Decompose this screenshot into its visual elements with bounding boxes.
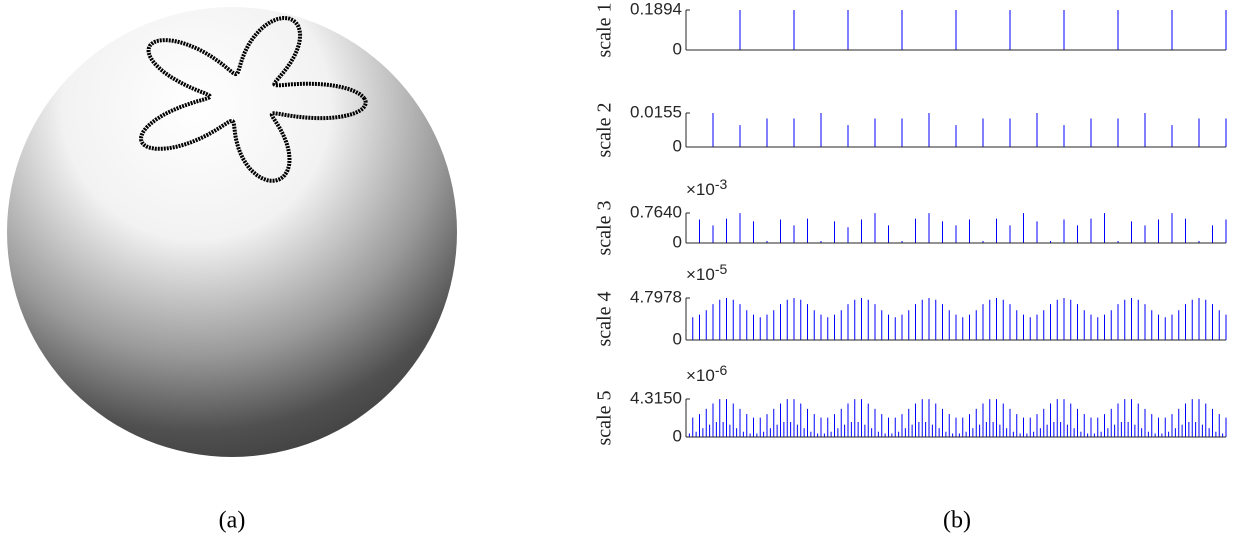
y-tick-label: 0 (673, 232, 682, 251)
y-axis-label: scale 3 (594, 201, 616, 256)
y-tick-label: 4.7978 (630, 287, 682, 306)
sphere (7, 7, 457, 457)
y-axis-label: scale 2 (594, 103, 616, 158)
caption-b: (b) (943, 508, 971, 534)
y-tick-label: 0 (673, 426, 682, 445)
y-axis-label: scale 5 (594, 391, 616, 446)
star-curve (139, 15, 368, 183)
multiplier: ×10-3 (686, 176, 728, 200)
caption-a: (a) (219, 508, 246, 534)
multiplier-base: ×10 (686, 180, 715, 199)
multiplier: ×10-5 (686, 261, 728, 285)
multiplier-exponent: -3 (715, 176, 728, 192)
y-axis-label: scale 1 (594, 3, 616, 58)
y-tick-label: 0 (673, 136, 682, 155)
multiplier-exponent: -6 (715, 362, 728, 378)
y-tick-label: 0.1894 (630, 0, 682, 18)
multiplier: ×10-6 (686, 362, 728, 386)
y-tick-label: 4.3150 (630, 388, 682, 407)
multiplier-base: ×10 (686, 366, 715, 385)
y-tick-label: 0.0155 (630, 102, 682, 121)
y-axis-label: scale 4 (594, 292, 616, 347)
y-tick-label: 0 (673, 329, 682, 348)
y-tick-label: 0 (673, 39, 682, 58)
multiplier-exponent: -5 (715, 261, 728, 277)
multiplier-base: ×10 (686, 265, 715, 284)
y-tick-label: 0.7640 (630, 202, 682, 221)
